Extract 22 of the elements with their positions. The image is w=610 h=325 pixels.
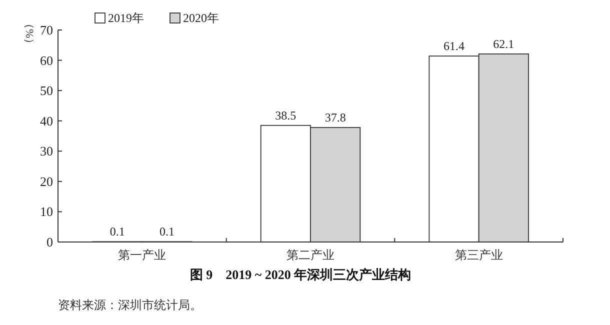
legend-label: 2019年: [108, 11, 144, 25]
data-label: 0.1: [110, 224, 125, 239]
y-tick-label: 50: [40, 83, 53, 98]
legend-label: 2020年: [183, 11, 219, 25]
y-tick-label: 20: [40, 174, 53, 189]
y-tick-label: 70: [40, 22, 53, 38]
data-label: 0.1: [159, 224, 174, 239]
y-tick-label: 40: [40, 113, 53, 128]
text: 图 9 2019 ~ 2020 年深圳三次产业结构: [190, 267, 412, 282]
text: 资料来源：深圳市统计局。: [58, 298, 202, 312]
y-tick-label: 10: [40, 204, 53, 220]
y-tick-label: 60: [40, 52, 53, 68]
x-tick-label: 第三产业: [454, 248, 503, 262]
data-label: 37.8: [324, 110, 346, 125]
data-label: 61.4: [444, 39, 465, 54]
x-tick-label: 第一产业: [118, 248, 166, 262]
data-label: 38.5: [275, 108, 296, 122]
data-label: 62.1: [493, 36, 514, 51]
y-tick-label: 0: [46, 234, 53, 250]
y-tick-label: 30: [40, 144, 53, 159]
y-axis-title: （%）: [23, 18, 35, 50]
x-tick-label: 第二产业: [286, 248, 334, 262]
